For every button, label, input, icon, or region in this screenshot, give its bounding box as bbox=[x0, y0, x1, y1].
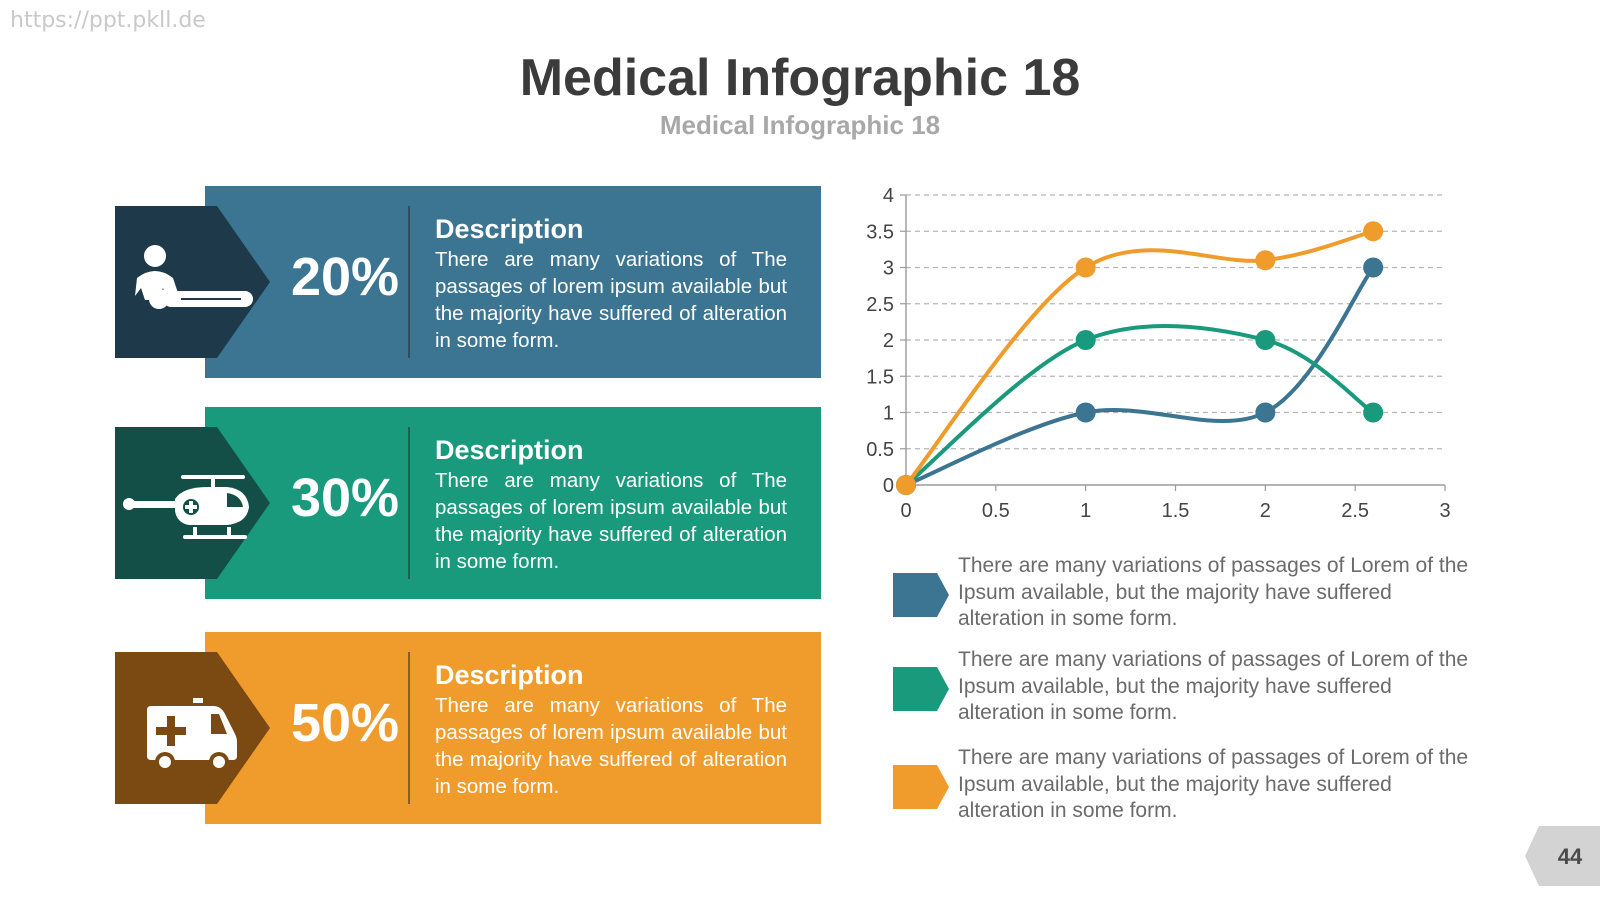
card-percent: 50% bbox=[290, 693, 400, 753]
card-description-text: There are many variations of The passage… bbox=[435, 694, 787, 798]
y-tick-label: 3.5 bbox=[866, 221, 894, 243]
y-tick-label: 3 bbox=[883, 258, 894, 280]
data-point-series-1 bbox=[1075, 402, 1096, 423]
page-number: 44 bbox=[1557, 844, 1583, 869]
series-line-3 bbox=[904, 229, 1374, 487]
card-description-text: There are many variations of The passage… bbox=[435, 469, 787, 573]
series-line-1 bbox=[905, 266, 1375, 487]
chart-axes bbox=[900, 194, 1446, 491]
page-title: Medical Infographic 18 bbox=[519, 49, 1081, 107]
y-tick-label: 2 bbox=[883, 330, 894, 352]
card-divider bbox=[408, 652, 410, 804]
card-arrow bbox=[115, 206, 275, 358]
medical-helicopter-icon bbox=[123, 455, 263, 555]
data-point-series-3 bbox=[896, 475, 916, 495]
legend-text: There are many variations of passages of… bbox=[958, 746, 1469, 822]
page-subtitle: Medical Infographic 18 bbox=[659, 110, 941, 140]
legend-text: There are many variations of passages of… bbox=[958, 648, 1469, 724]
card-description-title: Description bbox=[435, 435, 584, 465]
x-tick-label: 1.5 bbox=[1162, 500, 1190, 522]
page-number-badge: 44 bbox=[1525, 826, 1600, 886]
x-tick-label: 0.5 bbox=[982, 500, 1010, 522]
data-point-series-3 bbox=[1255, 250, 1276, 271]
card-band bbox=[205, 407, 821, 599]
card-band bbox=[205, 186, 821, 378]
x-tick-label: 3 bbox=[1439, 500, 1450, 522]
data-point-series-2 bbox=[1363, 402, 1384, 423]
info-card-1: 20% Description There are many variation… bbox=[115, 186, 821, 378]
legend-item-1: There are many variations of passages of… bbox=[893, 553, 1513, 643]
card-divider bbox=[408, 206, 410, 358]
y-tick-label: 0 bbox=[883, 475, 894, 497]
y-tick-label: 0.5 bbox=[866, 439, 894, 461]
y-tick-label: 2.5 bbox=[866, 294, 894, 316]
legend-swatch-arrow bbox=[893, 573, 949, 617]
card-arrow bbox=[115, 427, 275, 579]
card-percent: 20% bbox=[290, 247, 400, 307]
series-line-2 bbox=[904, 324, 1375, 487]
card-divider bbox=[408, 427, 410, 579]
legend-text: There are many variations of passages of… bbox=[958, 554, 1469, 630]
data-point-series-2 bbox=[1255, 330, 1276, 350]
line-chart-svg: 0 0.5 1 1.5 2 2.5 3 3.5 4 0 0.5 1 1.5 2 2.5 3 bbox=[866, 185, 1450, 522]
info-card-2: 30% Description There are many variation… bbox=[115, 407, 821, 599]
y-tick-label: 1 bbox=[883, 403, 894, 425]
y-tick-label: 4 bbox=[883, 185, 894, 207]
legend-swatch-arrow bbox=[893, 765, 949, 809]
chart-series bbox=[896, 221, 1384, 495]
x-tick-label: 2 bbox=[1260, 500, 1271, 522]
y-tick-label: 1.5 bbox=[866, 366, 894, 388]
x-tick-label: 2.5 bbox=[1341, 500, 1369, 522]
card-description-title: Description bbox=[435, 214, 584, 244]
data-point-series-3 bbox=[1363, 221, 1384, 242]
card-description-text: There are many variations of The passage… bbox=[435, 248, 787, 352]
info-card-3: 50% Description There are many variation… bbox=[115, 632, 821, 824]
watermark-url: https://ppt.pkll.de bbox=[10, 8, 206, 33]
legend-item-2: There are many variations of passages of… bbox=[893, 647, 1513, 737]
data-point-series-3 bbox=[1075, 257, 1096, 278]
legend-swatch-arrow bbox=[893, 667, 949, 711]
legend-item-3: There are many variations of passages of… bbox=[893, 745, 1513, 835]
chart-tick-labels: 0 0.5 1 1.5 2 2.5 3 3.5 4 0 0.5 1 1.5 2 2.5 3 bbox=[866, 185, 1450, 522]
card-band bbox=[205, 632, 821, 824]
ambulance-icon bbox=[123, 680, 263, 780]
line-chart: 0 0.5 1 1.5 2 2.5 3 3.5 4 0 0.5 1 1.5 2 2.5 3 bbox=[860, 180, 1500, 540]
x-tick-label: 0 bbox=[900, 500, 911, 522]
card-percent: 30% bbox=[290, 468, 400, 528]
data-point-series-1 bbox=[1363, 257, 1384, 278]
cpr-patient-icon bbox=[123, 234, 263, 334]
data-point-series-1 bbox=[1255, 402, 1276, 423]
card-description-title: Description bbox=[435, 660, 584, 690]
card-arrow bbox=[115, 652, 275, 804]
data-point-series-2 bbox=[1075, 330, 1096, 350]
x-tick-label: 1 bbox=[1080, 500, 1091, 522]
